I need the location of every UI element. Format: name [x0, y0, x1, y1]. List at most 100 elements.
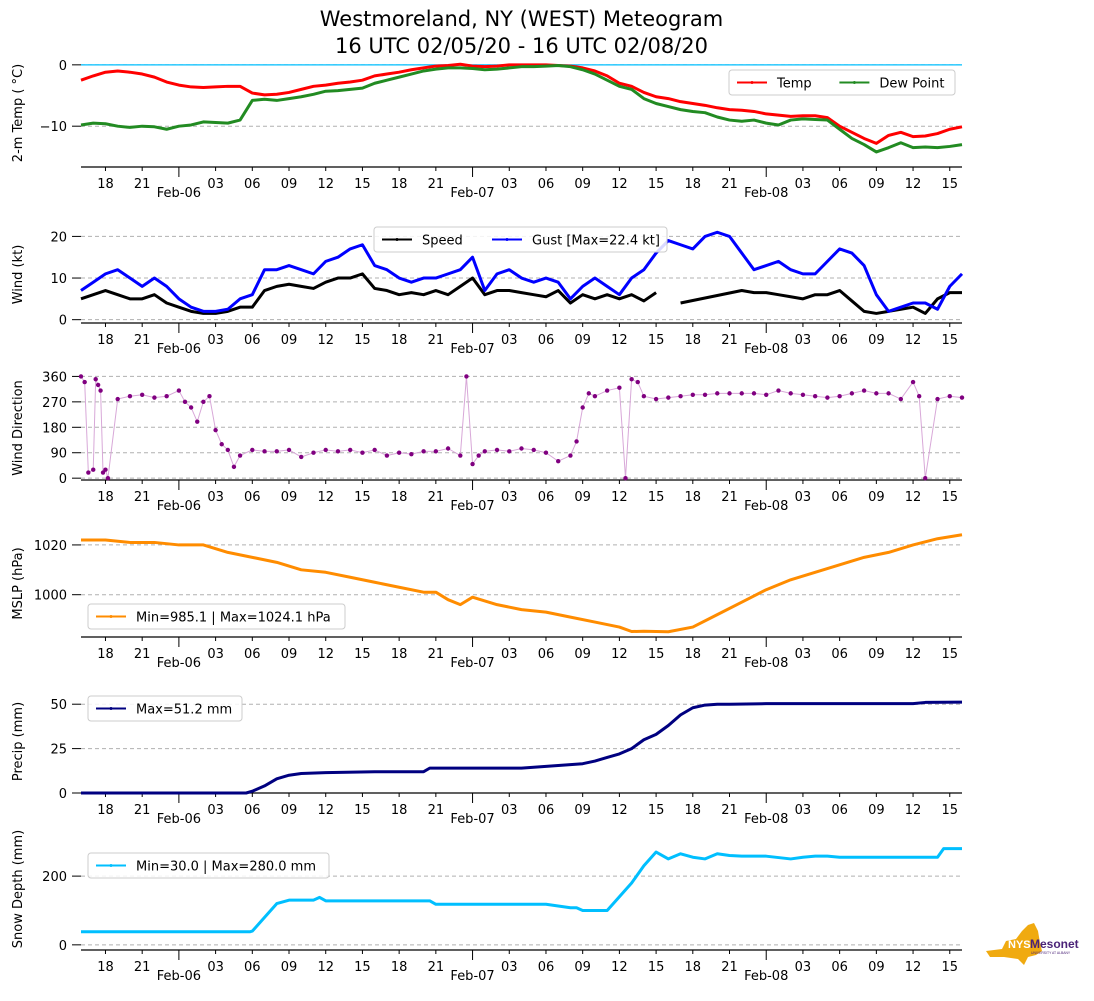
data-point: [347, 447, 353, 453]
x-major-tick-label: Feb-06: [157, 969, 201, 984]
series-line-mslp-0: [81, 533, 963, 634]
legend-marker: [505, 238, 509, 241]
data-point: [574, 439, 579, 444]
x-tick-label: 12: [611, 177, 628, 192]
data-point: [494, 447, 500, 453]
data-point: [861, 388, 867, 393]
data-point: [396, 450, 402, 455]
data-point: [592, 394, 598, 399]
series-line-temp-1: [80, 63, 963, 154]
y-tick-label: 90: [50, 447, 67, 462]
x-tick-label: 06: [538, 490, 555, 505]
data-point: [384, 453, 390, 458]
x-tick-label: 06: [831, 177, 848, 192]
data-point: [152, 395, 157, 400]
x-tick-label: 15: [941, 490, 958, 505]
x-major-tick-label: Feb-08: [744, 656, 788, 671]
data-point: [666, 395, 671, 400]
x-major-tick-label: Feb-08: [744, 812, 788, 827]
x-major-tick-label: Feb-07: [450, 656, 494, 671]
chart-title-line1: Westmoreland, NY (WEST) Meteogram: [319, 7, 724, 31]
y-tick-label: 10: [50, 272, 67, 287]
data-point: [739, 391, 744, 396]
series-line-snow_depth-0: [81, 847, 962, 934]
x-tick-label: 12: [611, 490, 628, 505]
x-tick-label: 18: [685, 803, 702, 818]
data-point: [764, 392, 769, 397]
legend-box: [87, 852, 330, 879]
panel-snow_depth: 0 200 18 21 03 06 09 12 15 18 21 03 06 09 12 15 18 21 03 06…: [11, 830, 962, 984]
legend-precip: Max=51.2 mm: [87, 695, 243, 722]
data-point: [874, 391, 879, 396]
x-tick-label: 21: [428, 647, 445, 662]
x-tick-label: 15: [648, 647, 665, 662]
data-point: [543, 450, 549, 455]
data-point: [360, 450, 365, 455]
x-tick-label: 21: [134, 960, 151, 975]
x-tick-label: 15: [941, 803, 958, 818]
x-tick-label: 09: [574, 960, 591, 975]
x-tick-label: 15: [354, 647, 371, 662]
data-point: [690, 392, 696, 397]
x-tick-label: 09: [574, 333, 591, 348]
x-tick-label: 21: [721, 490, 738, 505]
x-tick-label: 15: [354, 960, 371, 975]
data-point: [678, 394, 683, 399]
x-major-tick-label: Feb-06: [157, 499, 201, 514]
data-point: [916, 394, 922, 399]
chart-title: Westmoreland, NY (WEST) Meteogram 16 UTC…: [0, 6, 1043, 60]
x-major-tick-label: Feb-06: [157, 186, 201, 201]
x-tick-label: 12: [611, 333, 628, 348]
data-point: [653, 396, 659, 402]
data-point: [82, 379, 87, 385]
x-tick-label: 03: [501, 803, 518, 818]
x-major-tick-label: Feb-08: [744, 342, 788, 357]
legend-label: Temp: [776, 77, 812, 92]
y-tick-label: 270: [42, 396, 67, 411]
data-point: [727, 391, 732, 396]
legend-wind: Speed Gust [Max=22.4 kt]: [373, 226, 668, 253]
ny-state-shape-icon: [986, 923, 1042, 965]
data-point: [629, 377, 634, 382]
legend-label: Min=30.0 | Max=280.0 mm: [136, 860, 316, 875]
y-tick-label: 50: [50, 698, 67, 713]
legend-marker: [852, 81, 856, 84]
data-point: [604, 388, 610, 393]
x-tick-label: 18: [391, 960, 408, 975]
x-tick-label: 18: [685, 333, 702, 348]
legend-label: Dew Point: [879, 77, 944, 92]
x-tick-label: 21: [428, 333, 445, 348]
data-point: [176, 388, 182, 393]
legend-label: Max=51.2 mm: [136, 703, 232, 718]
x-tick-label: 06: [244, 177, 261, 192]
x-tick-label: 12: [317, 960, 334, 975]
x-tick-label: 12: [317, 647, 334, 662]
data-point: [849, 391, 855, 396]
data-point: [182, 399, 188, 405]
x-tick-label: 12: [905, 333, 922, 348]
panel-precip: 0 25 50 18 21 03 06 09 12 15 18 21 03 06 09 12 15 18 21 03 0…: [11, 695, 963, 827]
data-point: [837, 394, 842, 399]
x-tick-label: 03: [207, 960, 224, 975]
data-point: [788, 391, 793, 396]
x-tick-label: 06: [831, 803, 848, 818]
data-point: [715, 391, 720, 396]
data-point: [127, 394, 133, 399]
x-tick-label: 12: [317, 333, 334, 348]
data-point: [103, 467, 108, 472]
y-tick-label: 0: [59, 472, 67, 487]
x-tick-label: 21: [721, 647, 738, 662]
x-tick-label: 21: [721, 177, 738, 192]
x-tick-label: 06: [831, 490, 848, 505]
x-tick-label: 21: [428, 490, 445, 505]
data-point: [262, 449, 267, 454]
x-tick-label: 09: [868, 647, 885, 662]
data-point: [421, 449, 426, 454]
x-tick-label: 09: [574, 177, 591, 192]
data-point: [91, 467, 96, 472]
series-line-wind-0: [80, 272, 657, 315]
data-point: [231, 464, 237, 470]
x-tick-label: 18: [97, 333, 114, 348]
x-tick-label: 03: [795, 960, 812, 975]
x-tick-label: 03: [795, 490, 812, 505]
